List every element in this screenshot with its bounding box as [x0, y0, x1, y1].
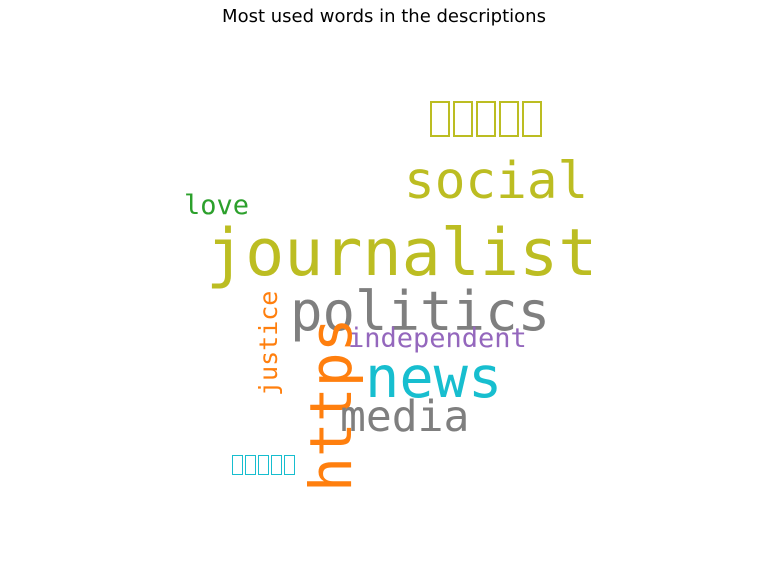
tofu-glyph — [453, 101, 473, 137]
word-social: social — [404, 152, 589, 211]
tofu-glyph — [284, 455, 295, 475]
word-love: love — [184, 190, 250, 221]
word-tofu-bottom: □□□□□ — [232, 455, 302, 479]
word-justice: justice — [254, 290, 283, 396]
tofu-glyph — [476, 101, 496, 137]
tofu-glyph — [499, 101, 519, 137]
tofu-glyph — [430, 101, 450, 137]
word-media: media — [340, 392, 470, 442]
word-independent: independent — [348, 323, 527, 354]
word-politics: politics — [290, 280, 551, 343]
tofu-glyph — [232, 455, 243, 475]
word-tofu-top: □□□□□ — [430, 101, 550, 141]
tofu-glyph — [245, 455, 256, 475]
word-news: news — [365, 345, 503, 411]
tofu-glyph — [258, 455, 269, 475]
tofu-glyph — [522, 101, 542, 137]
tofu-glyph — [271, 455, 282, 475]
word-journalist: journalist — [206, 216, 598, 291]
figure-title: Most used words in the descriptions — [222, 6, 546, 27]
